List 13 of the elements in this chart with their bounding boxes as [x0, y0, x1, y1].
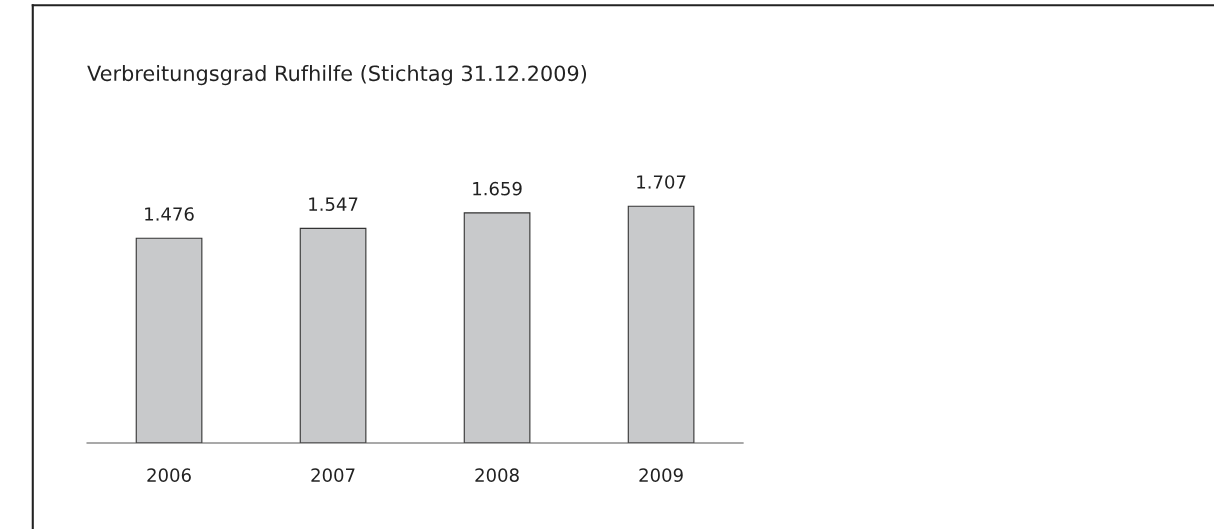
data-label: 1.476	[145, 207, 194, 221]
x-tick-label: 2008	[475, 468, 519, 482]
data-label: 1.707	[637, 175, 686, 189]
chart-title: Verbreitungsgrad Rufhilfe (Stichtag 31.12.2009)	[87, 65, 587, 86]
bar	[463, 212, 531, 443]
bar	[135, 237, 203, 443]
x-tick-label: 2006	[147, 468, 191, 482]
bar	[299, 227, 367, 443]
data-label: 1.659	[473, 181, 522, 196]
bar	[627, 205, 695, 443]
data-label: 1.547	[309, 197, 358, 211]
x-tick-label: 2009	[639, 468, 683, 482]
x-tick-label: 2007	[311, 468, 355, 482]
